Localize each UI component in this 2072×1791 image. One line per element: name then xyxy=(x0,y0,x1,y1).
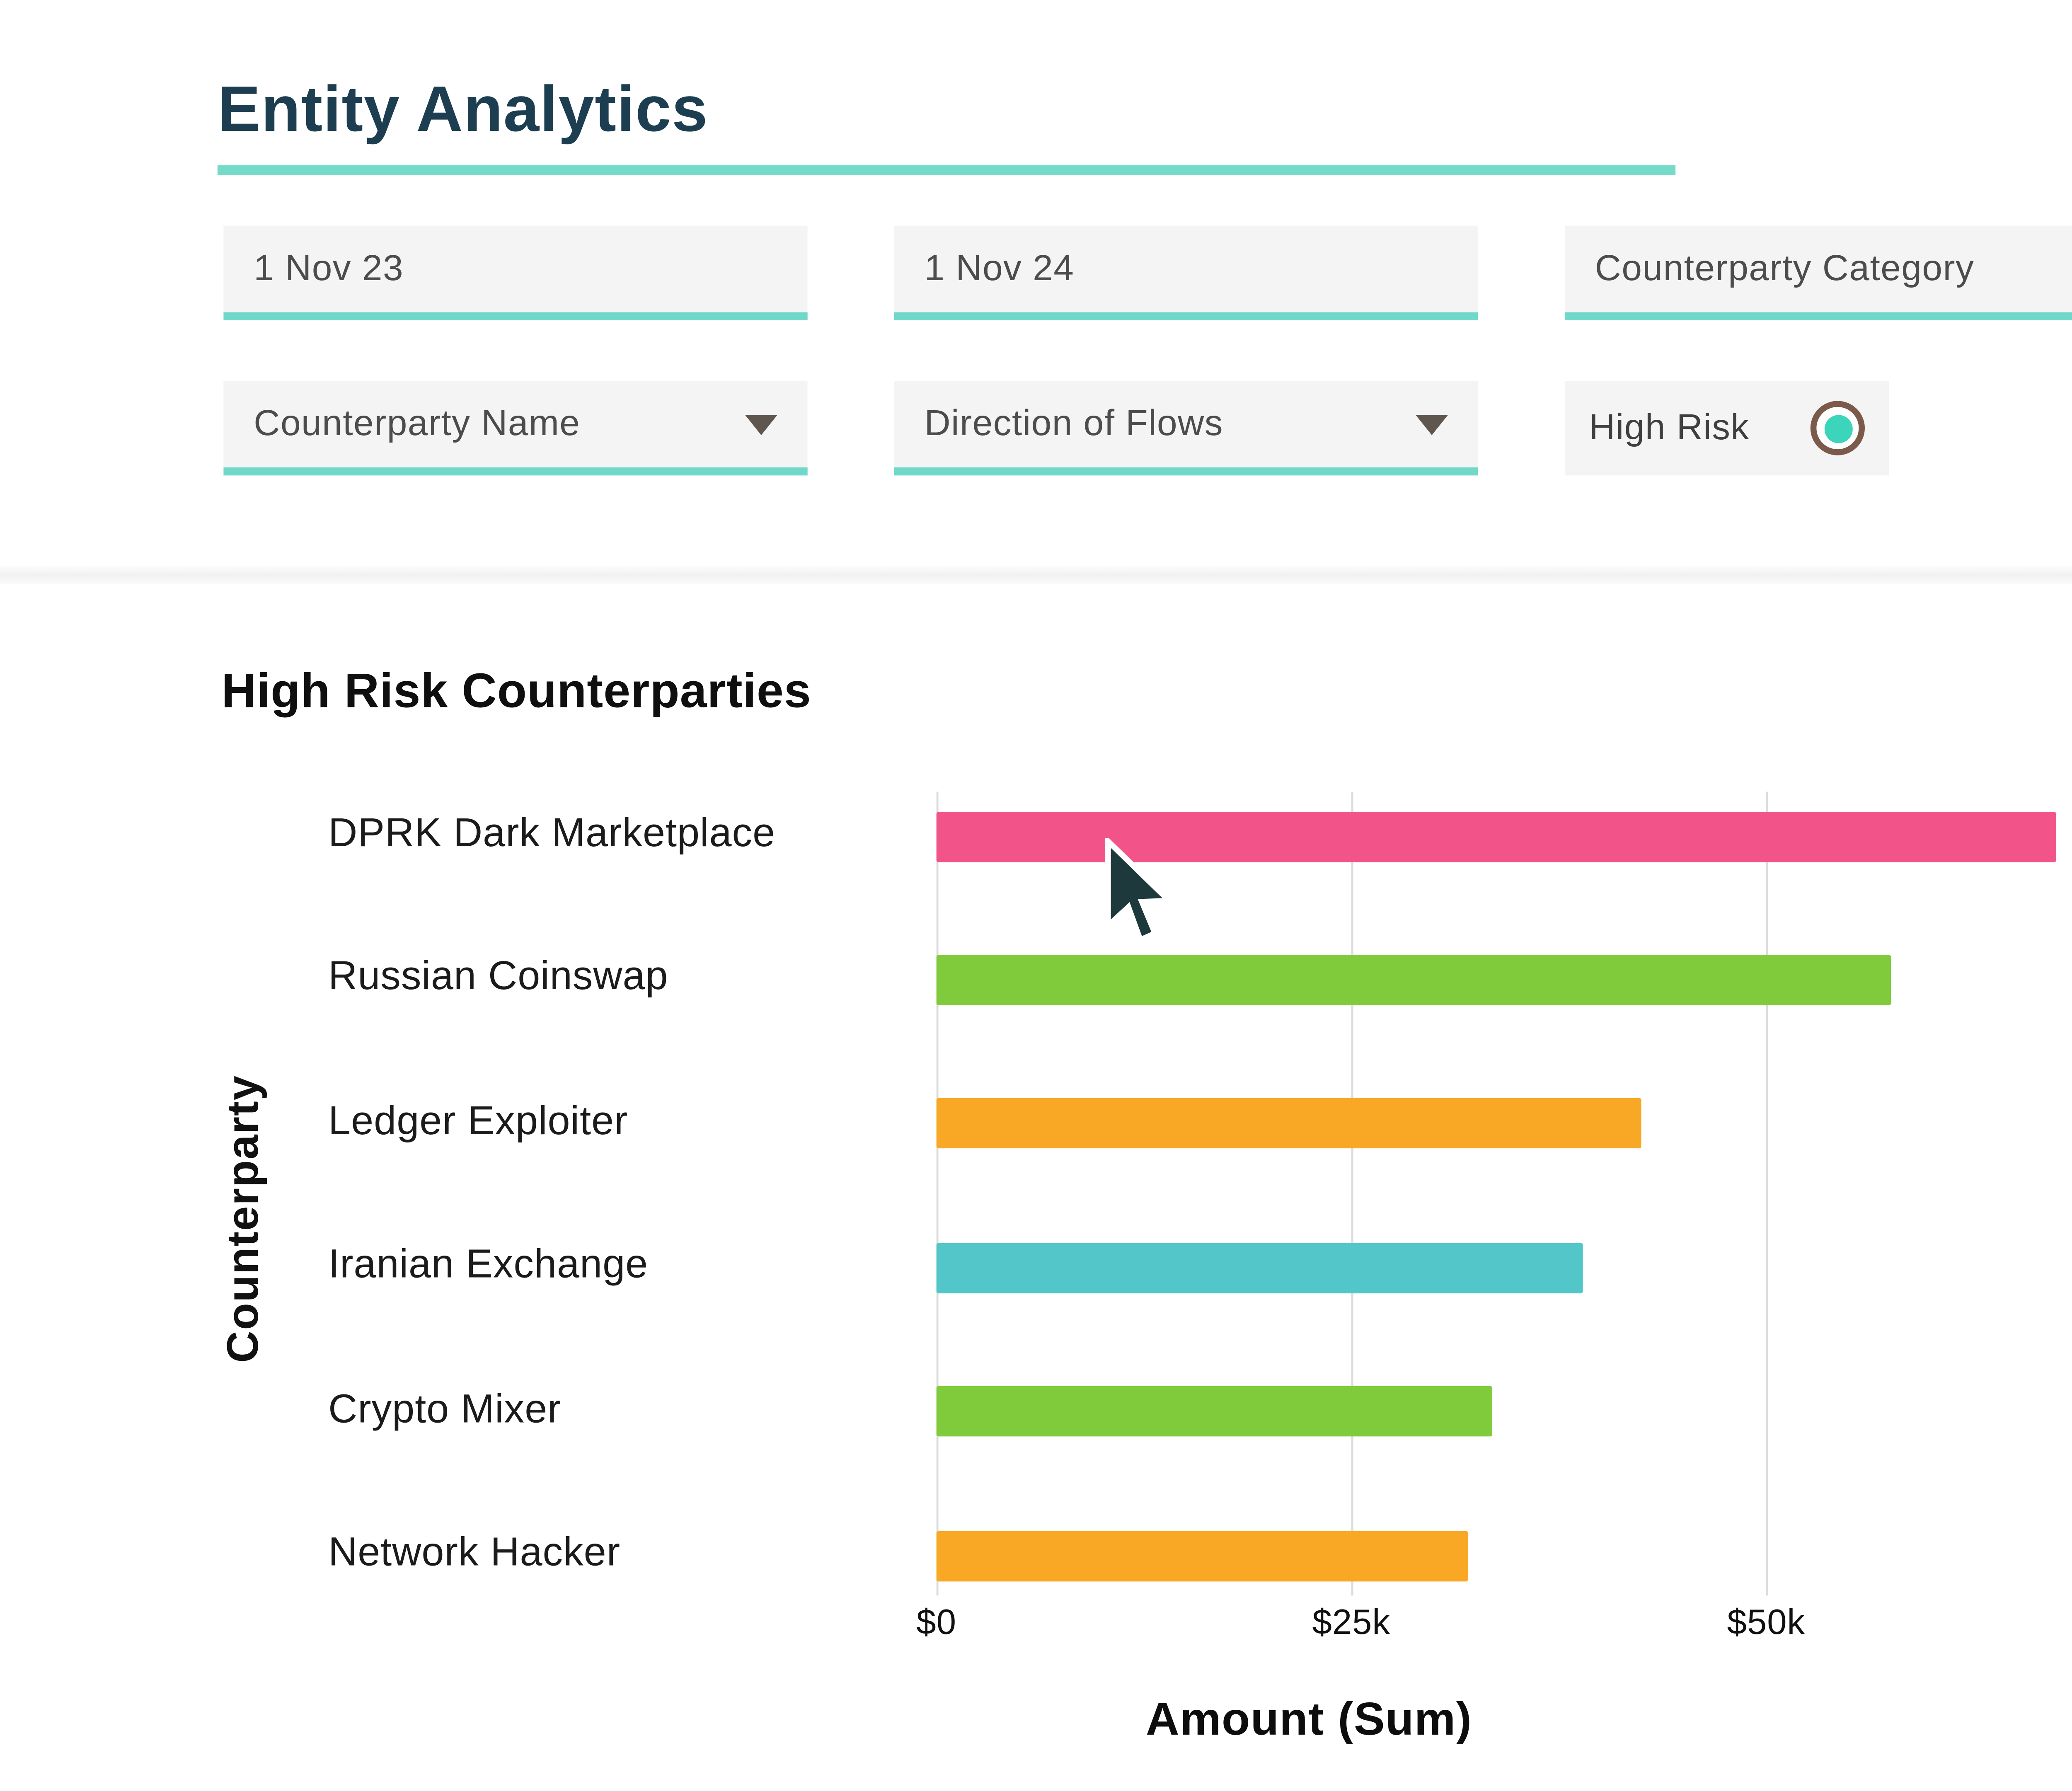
category-label: Network Hacker xyxy=(328,1531,621,1576)
counterparty-category-label: Counterparty Category xyxy=(1595,247,1975,288)
x-tick-label: $0 xyxy=(916,1601,957,1642)
direction-of-flows-dropdown[interactable]: Direction of Flows xyxy=(894,380,1478,476)
direction-of-flows-label: Direction of Flows xyxy=(924,403,1223,443)
radio-dot xyxy=(1823,414,1852,443)
bar-crypto-mixer[interactable] xyxy=(936,1386,1493,1437)
date-from-input[interactable]: 1 Nov 23 xyxy=(223,225,808,320)
page-title: Entity Analytics xyxy=(217,73,709,145)
bar-russian-coinswap[interactable] xyxy=(936,954,1891,1005)
category-label: DPRK Dark Marketplace xyxy=(328,812,776,857)
x-tick-label: $25k xyxy=(1312,1601,1390,1642)
category-label: Ledger Exploiter xyxy=(328,1099,628,1144)
gridline xyxy=(936,791,939,1596)
counterparty-name-dropdown[interactable]: Counterparty Name xyxy=(223,380,808,476)
bar-iranian-exchange[interactable] xyxy=(936,1242,1584,1293)
title-underline xyxy=(217,165,1676,175)
counterparty-category-dropdown[interactable]: Counterparty Category xyxy=(1564,225,2072,320)
high-risk-label: High Risk xyxy=(1589,407,1750,448)
bar-network-hacker[interactable] xyxy=(936,1530,1468,1580)
x-tick-label: $50k xyxy=(1727,1601,1806,1642)
mouse-cursor-icon xyxy=(1105,838,1176,944)
date-to-input[interactable]: 1 Nov 24 xyxy=(894,225,1478,320)
chart-title: High Risk Counterparties xyxy=(221,665,811,719)
category-label: Russian Coinswap xyxy=(328,956,668,1000)
date-to-value: 1 Nov 24 xyxy=(924,247,1075,288)
category-label: Iranian Exchange xyxy=(328,1243,649,1288)
radio-button-icon[interactable] xyxy=(1810,401,1865,455)
section-divider xyxy=(0,566,2072,584)
category-label: Crypto Mixer xyxy=(328,1387,562,1432)
bar-ledger-exploiter[interactable] xyxy=(936,1099,1642,1149)
y-axis-title: Counterparty xyxy=(217,1075,268,1363)
gridline xyxy=(1351,791,1353,1596)
chevron-down-icon xyxy=(1416,414,1448,434)
counterparty-name-label: Counterparty Name xyxy=(254,403,581,443)
x-axis-title: Amount (Sum) xyxy=(1146,1692,1472,1745)
gridline xyxy=(1766,791,1768,1596)
chevron-down-icon xyxy=(745,414,777,434)
date-from-value: 1 Nov 23 xyxy=(254,247,404,288)
high-risk-toggle[interactable]: High Risk xyxy=(1564,380,1889,476)
